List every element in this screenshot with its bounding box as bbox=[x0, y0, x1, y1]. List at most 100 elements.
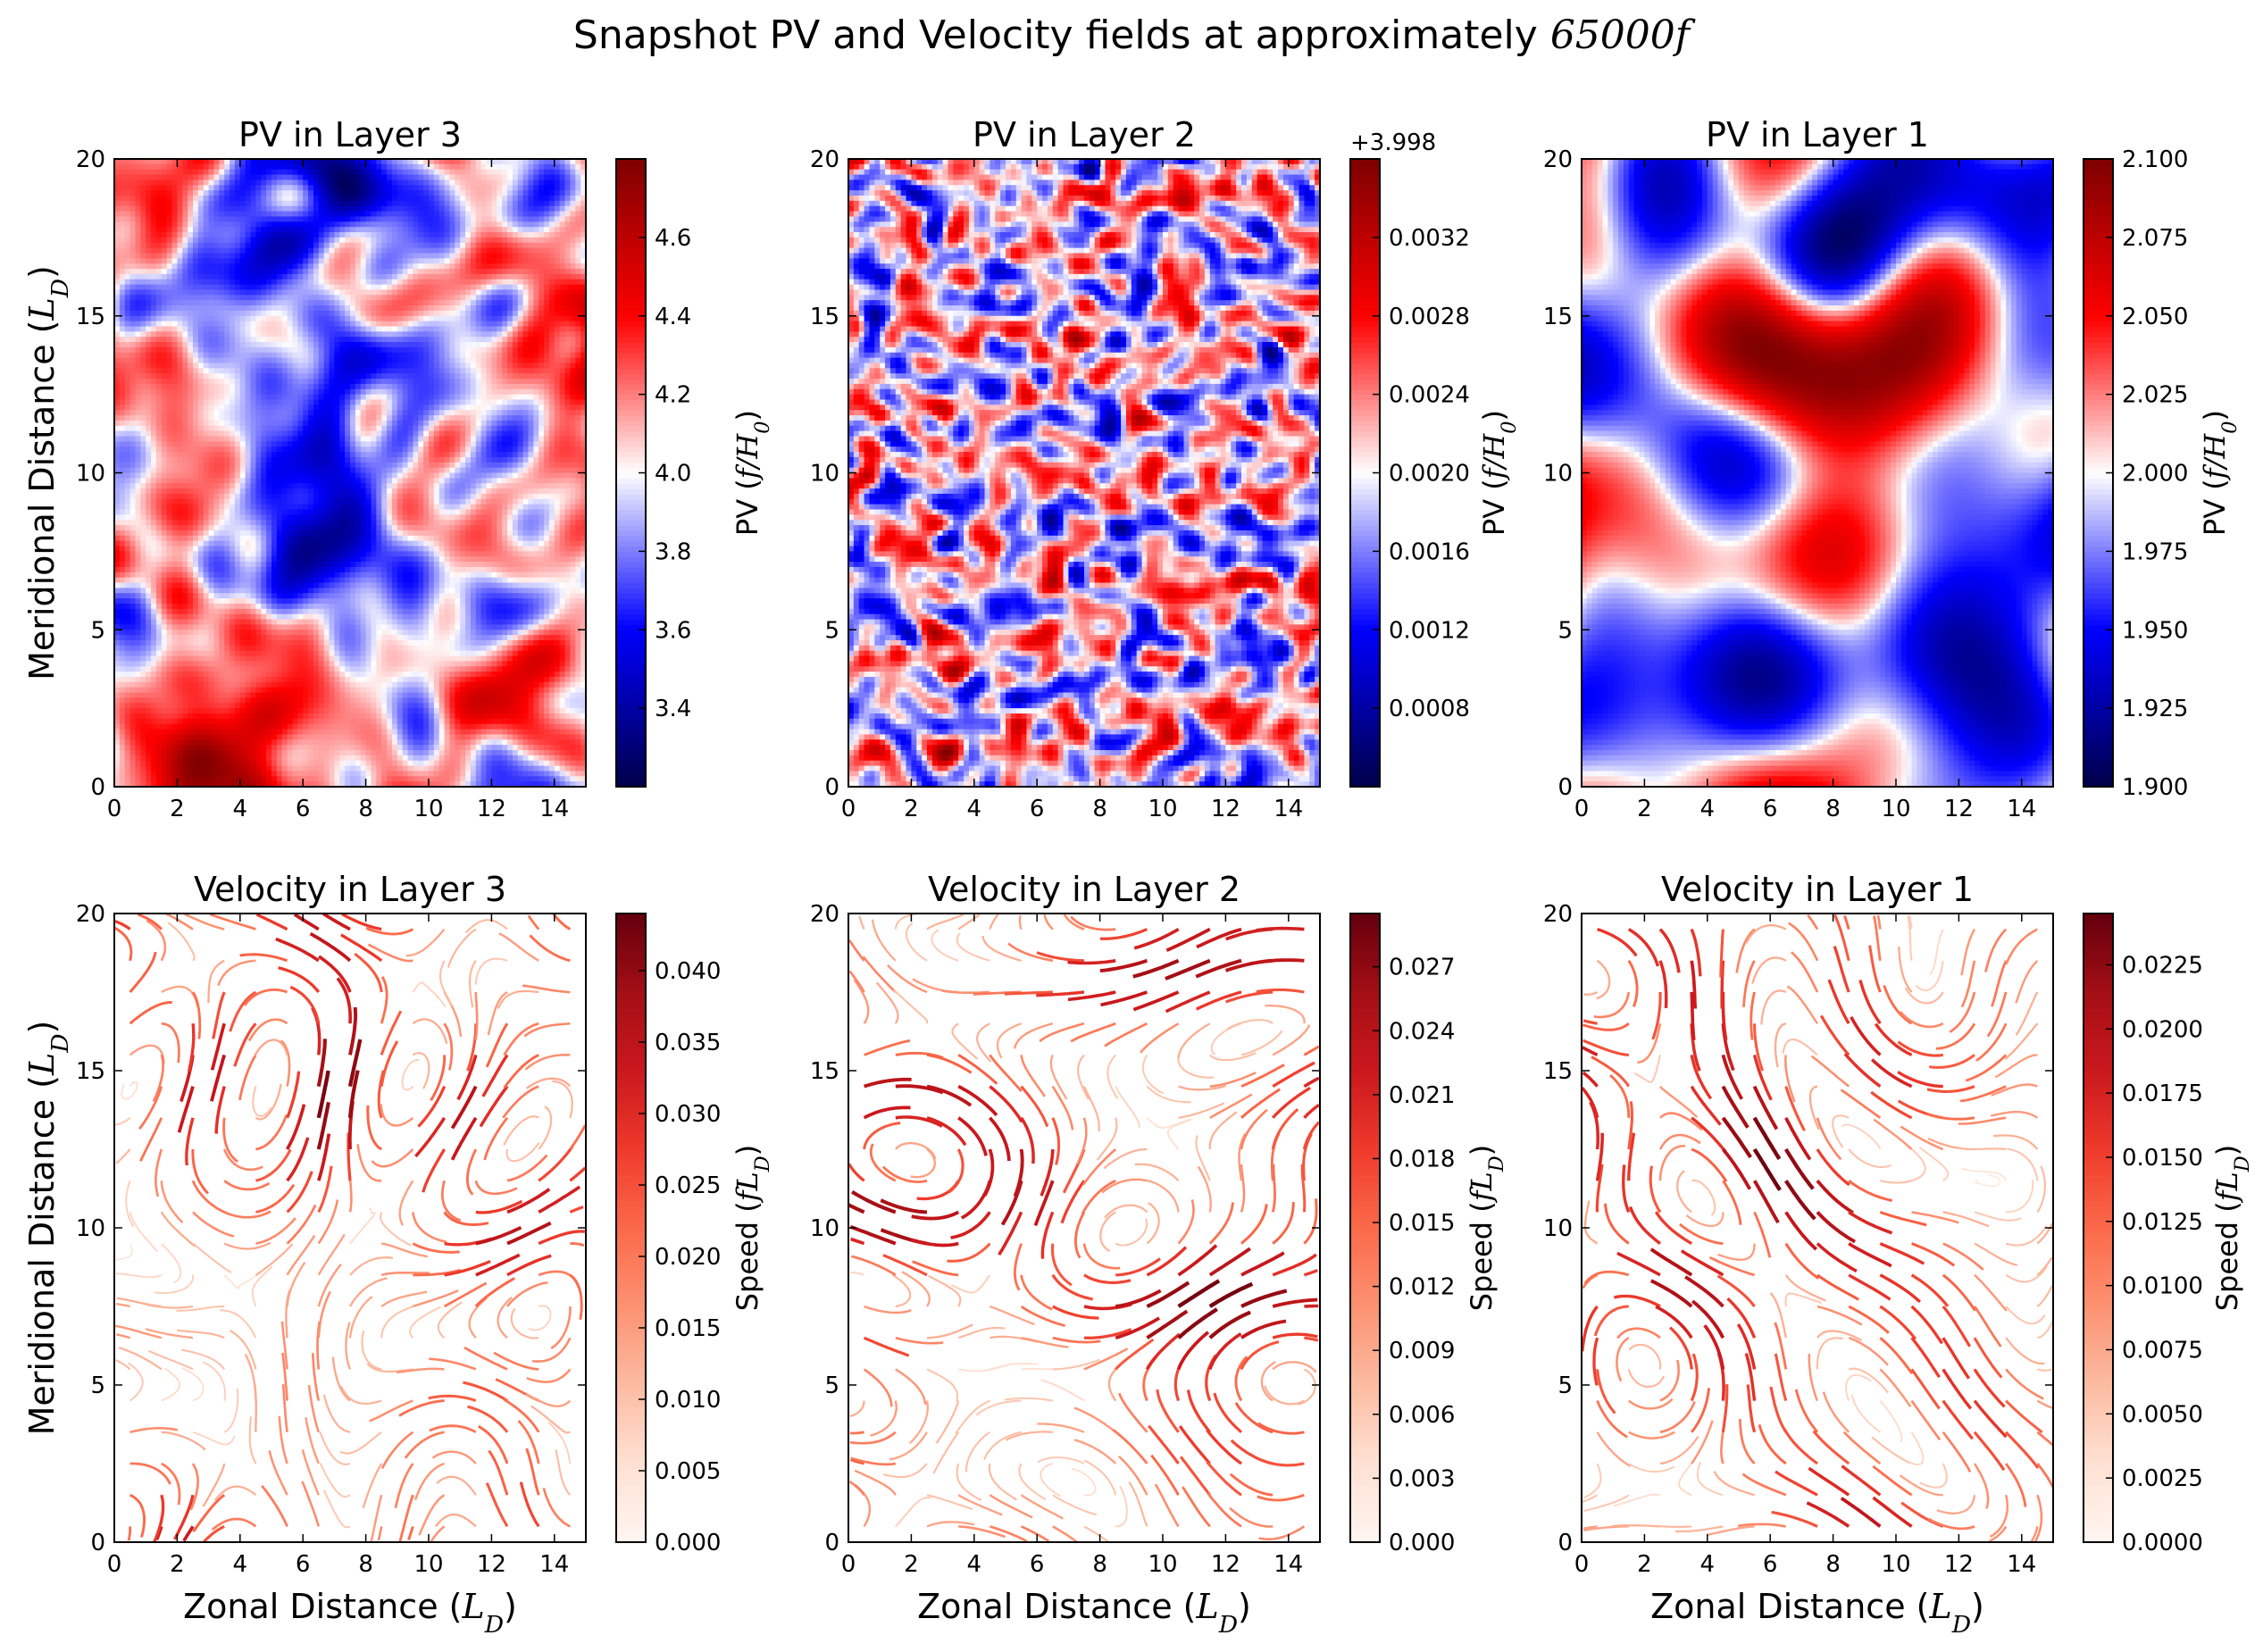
heatmap-cell bbox=[140, 420, 146, 427]
heatmap-cell bbox=[449, 410, 455, 416]
heatmap-cell bbox=[245, 237, 252, 244]
heatmap-cell bbox=[548, 232, 555, 238]
heatmap-cell bbox=[140, 269, 146, 275]
heatmap-cell bbox=[166, 331, 173, 338]
heatmap-cell bbox=[554, 163, 561, 171]
heatmap-cell bbox=[480, 436, 488, 442]
heatmap-cell bbox=[213, 326, 220, 332]
heatmap-cell bbox=[129, 326, 137, 332]
heatmap-cell bbox=[360, 247, 367, 254]
heatmap-cell bbox=[465, 269, 472, 275]
heatmap-cell bbox=[355, 300, 362, 306]
heatmap-cell bbox=[329, 430, 335, 438]
heatmap-cell bbox=[455, 420, 461, 427]
heatmap-cell bbox=[323, 399, 330, 405]
heatmap-cell bbox=[271, 368, 278, 374]
heatmap-cell bbox=[387, 163, 393, 171]
heatmap-cell bbox=[339, 216, 346, 222]
heatmap-cell bbox=[570, 169, 576, 176]
heatmap-cell bbox=[517, 352, 524, 359]
heatmap-cell bbox=[460, 425, 466, 432]
heatmap-cell bbox=[491, 253, 497, 259]
heatmap-cell bbox=[455, 410, 461, 416]
heatmap-cell bbox=[402, 415, 409, 421]
heatmap-cell bbox=[575, 179, 581, 186]
heatmap-cell bbox=[517, 253, 524, 259]
heatmap-cell bbox=[391, 310, 398, 317]
heatmap-cell bbox=[429, 415, 435, 421]
heatmap-cell bbox=[245, 383, 252, 390]
heatmap-cell bbox=[124, 300, 131, 306]
heatmap-cell bbox=[486, 405, 492, 411]
heatmap-cell bbox=[413, 205, 419, 213]
heatmap-cell bbox=[135, 368, 141, 374]
heatmap-cell bbox=[339, 388, 346, 396]
heatmap-cell bbox=[345, 159, 351, 165]
heatmap-cell bbox=[497, 357, 503, 364]
heatmap-cell bbox=[224, 352, 230, 359]
heatmap-cell bbox=[381, 399, 388, 405]
heatmap-cell bbox=[313, 346, 320, 354]
heatmap-cell bbox=[539, 305, 545, 312]
heatmap-cell bbox=[365, 227, 372, 233]
heatmap-cell bbox=[208, 399, 215, 405]
heatmap-cell bbox=[460, 190, 466, 196]
heatmap-cell bbox=[188, 200, 194, 207]
heatmap-cell bbox=[522, 388, 530, 396]
heatmap-cell bbox=[224, 436, 230, 442]
heatmap-cell bbox=[250, 205, 256, 213]
heatmap-cell bbox=[559, 399, 566, 405]
heatmap-cell bbox=[544, 305, 550, 312]
heatmap-cell bbox=[334, 247, 340, 254]
heatmap-cell bbox=[266, 247, 272, 254]
heatmap-cell bbox=[135, 205, 141, 213]
heatmap-cell bbox=[318, 337, 325, 343]
heatmap-cell bbox=[182, 179, 188, 186]
heatmap-cell bbox=[365, 269, 372, 275]
heatmap-cell bbox=[203, 420, 210, 427]
heatmap-cell bbox=[271, 232, 278, 238]
heatmap-cell bbox=[402, 337, 409, 343]
heatmap-cell bbox=[255, 169, 262, 176]
heatmap-cell bbox=[460, 253, 466, 259]
heatmap-cell bbox=[239, 211, 246, 218]
heatmap-cell bbox=[564, 200, 571, 207]
heatmap-cell bbox=[308, 326, 314, 332]
heatmap-cell bbox=[193, 321, 199, 328]
heatmap-cell bbox=[544, 346, 550, 354]
heatmap-cell bbox=[339, 305, 346, 312]
heatmap-cell bbox=[371, 295, 377, 301]
heatmap-cell bbox=[171, 357, 178, 364]
heatmap-cell bbox=[203, 357, 210, 364]
heatmap-cell bbox=[455, 242, 461, 249]
heatmap-cell bbox=[407, 242, 413, 249]
heatmap-cell bbox=[155, 269, 163, 275]
heatmap-cell bbox=[497, 441, 503, 447]
heatmap-cell bbox=[334, 295, 340, 301]
heatmap-cell bbox=[407, 379, 413, 385]
heatmap-cell bbox=[271, 379, 278, 385]
heatmap-cell bbox=[297, 196, 304, 202]
heatmap-cell bbox=[197, 269, 205, 275]
heatmap-cell bbox=[345, 227, 351, 233]
heatmap-cell bbox=[151, 289, 157, 296]
heatmap-cell bbox=[271, 383, 278, 390]
heatmap-cell bbox=[287, 221, 294, 228]
heatmap-cell bbox=[480, 342, 488, 348]
heatmap-cell bbox=[376, 185, 382, 191]
heatmap-cell bbox=[365, 258, 372, 264]
heatmap-cell bbox=[339, 446, 346, 453]
heatmap-cell bbox=[114, 441, 121, 447]
heatmap-cell bbox=[239, 368, 246, 374]
heatmap-cell bbox=[146, 305, 152, 312]
heatmap-cell bbox=[151, 179, 157, 186]
heatmap-cell bbox=[171, 331, 178, 338]
heatmap-cell bbox=[423, 163, 430, 171]
heatmap-cell bbox=[155, 232, 163, 238]
heatmap-cell bbox=[182, 237, 188, 244]
heatmap-cell bbox=[250, 410, 256, 416]
heatmap-cell bbox=[371, 263, 377, 270]
heatmap-cell bbox=[429, 232, 435, 238]
heatmap-cell bbox=[371, 326, 377, 332]
heatmap-cell bbox=[539, 205, 545, 213]
